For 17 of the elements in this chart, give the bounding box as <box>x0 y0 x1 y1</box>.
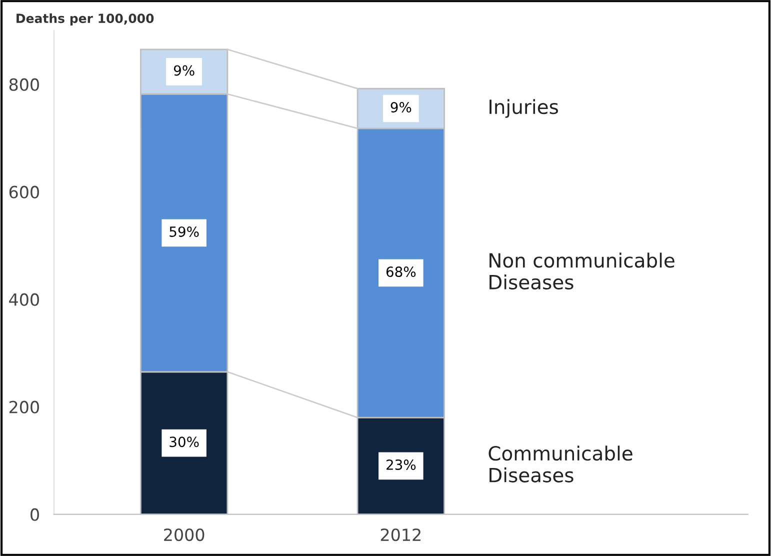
y-tick-label: 200 <box>9 400 39 414</box>
y-tick-label: 0 <box>30 508 39 521</box>
y-tick-label: 800 <box>9 78 39 91</box>
annotation: 23% <box>386 459 416 470</box>
y-tick-label: 400 <box>9 293 39 306</box>
y-tick-label: 600 <box>9 186 39 198</box>
annotation: 59% <box>170 226 199 237</box>
text: Non communicable Diseases <box>490 252 674 290</box>
annotation: 9% <box>390 102 412 113</box>
x-tick-label: 2012 <box>380 528 420 542</box>
y-axis-title: Deaths per 100,000 <box>16 13 154 26</box>
text: Communicable Diseases <box>488 446 632 482</box>
annotation: 9% <box>174 65 194 76</box>
annotation: 30% <box>170 436 199 448</box>
annotation: 68% <box>386 266 416 278</box>
x-tick-label: 2000 <box>164 528 204 542</box>
text: Injuries <box>490 99 558 118</box>
